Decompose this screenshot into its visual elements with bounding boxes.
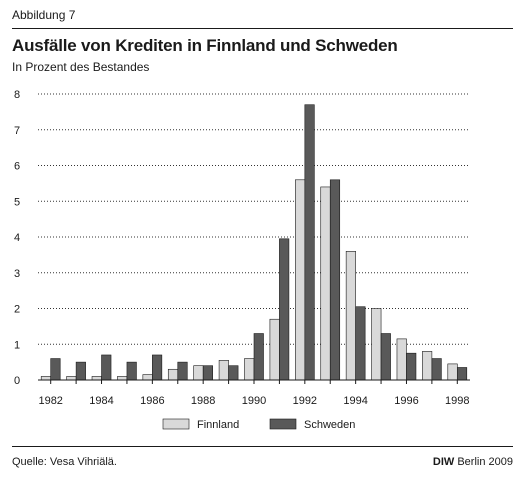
y-tick-label-7: 7 <box>14 125 20 137</box>
footer-credit: DIW Berlin 2009 <box>433 456 513 468</box>
bar-schweden-1985 <box>126 361 137 381</box>
bar-finnland-1992 <box>295 179 306 381</box>
x-tick-label-1986: 1986 <box>140 395 164 407</box>
bar-schweden-1987 <box>177 361 188 381</box>
bar-finnland-1997 <box>422 351 433 381</box>
chart-subtitle: In Prozent des Bestandes <box>12 60 150 74</box>
x-tick-label-1984: 1984 <box>89 395 113 407</box>
x-tick-label-1992: 1992 <box>293 395 317 407</box>
legend-swatch-schweden <box>269 418 297 430</box>
chart-title: Ausfälle von Krediten in Finnland und Sc… <box>12 36 398 55</box>
bar-finnland-1993 <box>320 186 331 381</box>
y-tick-label-6: 6 <box>14 161 20 173</box>
bar-finnland-1996 <box>396 338 407 381</box>
figure-label: Abbildung 7 <box>12 8 76 22</box>
footer-credit-rest: Berlin 2009 <box>454 456 513 468</box>
y-tick-label-0: 0 <box>14 375 20 387</box>
y-tick-label-8: 8 <box>14 89 20 101</box>
bar-schweden-1989 <box>228 365 239 381</box>
y-tick-label-3: 3 <box>14 268 20 280</box>
bar-finnland-1994 <box>345 251 356 381</box>
bar-schweden-1990 <box>253 333 264 381</box>
y-tick-label-1: 1 <box>14 339 20 351</box>
bar-finnland-1995 <box>371 308 382 381</box>
bar-schweden-1984 <box>101 354 112 381</box>
legend-label-schweden: Schweden <box>304 419 355 431</box>
x-tick-label-1988: 1988 <box>191 395 215 407</box>
y-tick-label-4: 4 <box>14 232 20 244</box>
bar-schweden-1996 <box>406 352 417 381</box>
x-tick-label-1994: 1994 <box>343 395 367 407</box>
x-tick-label-1996: 1996 <box>394 395 418 407</box>
bar-finnland-1984 <box>91 376 102 381</box>
bar-finnland-1983 <box>66 376 77 381</box>
bar-finnland-1987 <box>167 368 179 381</box>
y-tick-label-2: 2 <box>14 304 20 316</box>
x-tick-label-1982: 1982 <box>38 395 62 407</box>
bar-schweden-1994 <box>355 306 366 381</box>
bar-finnland-1988 <box>193 365 204 381</box>
legend-swatch-finnland <box>162 418 190 430</box>
bar-finnland-1990 <box>244 358 255 381</box>
bar-schweden-1988 <box>202 365 213 381</box>
x-tick-label-1990: 1990 <box>242 395 266 407</box>
bar-schweden-1997 <box>431 358 442 381</box>
bar-schweden-1995 <box>380 333 391 381</box>
bar-finnland-1998 <box>447 363 458 381</box>
y-tick-label-5: 5 <box>14 196 20 208</box>
bar-schweden-1983 <box>75 361 86 381</box>
top-rule <box>12 28 513 29</box>
bar-finnland-1991 <box>269 318 280 381</box>
bar-finnland-1985 <box>117 376 128 381</box>
legend-label-finnland: Finnland <box>197 419 239 431</box>
footer-source: Quelle: Vesa Vihriälä. <box>12 456 117 468</box>
bottom-rule <box>12 446 513 447</box>
bar-schweden-1998 <box>456 367 468 381</box>
bar-schweden-1986 <box>152 354 163 381</box>
x-tick-label-1998: 1998 <box>445 395 469 407</box>
bar-schweden-1993 <box>329 179 341 381</box>
footer-brand: DIW <box>432 456 455 468</box>
bar-schweden-1982 <box>50 358 61 381</box>
bar-finnland-1982 <box>40 376 52 381</box>
bar-finnland-1989 <box>218 360 229 381</box>
bar-schweden-1992 <box>304 104 315 381</box>
bar-finnland-1986 <box>142 374 153 381</box>
bar-schweden-1991 <box>279 238 290 381</box>
